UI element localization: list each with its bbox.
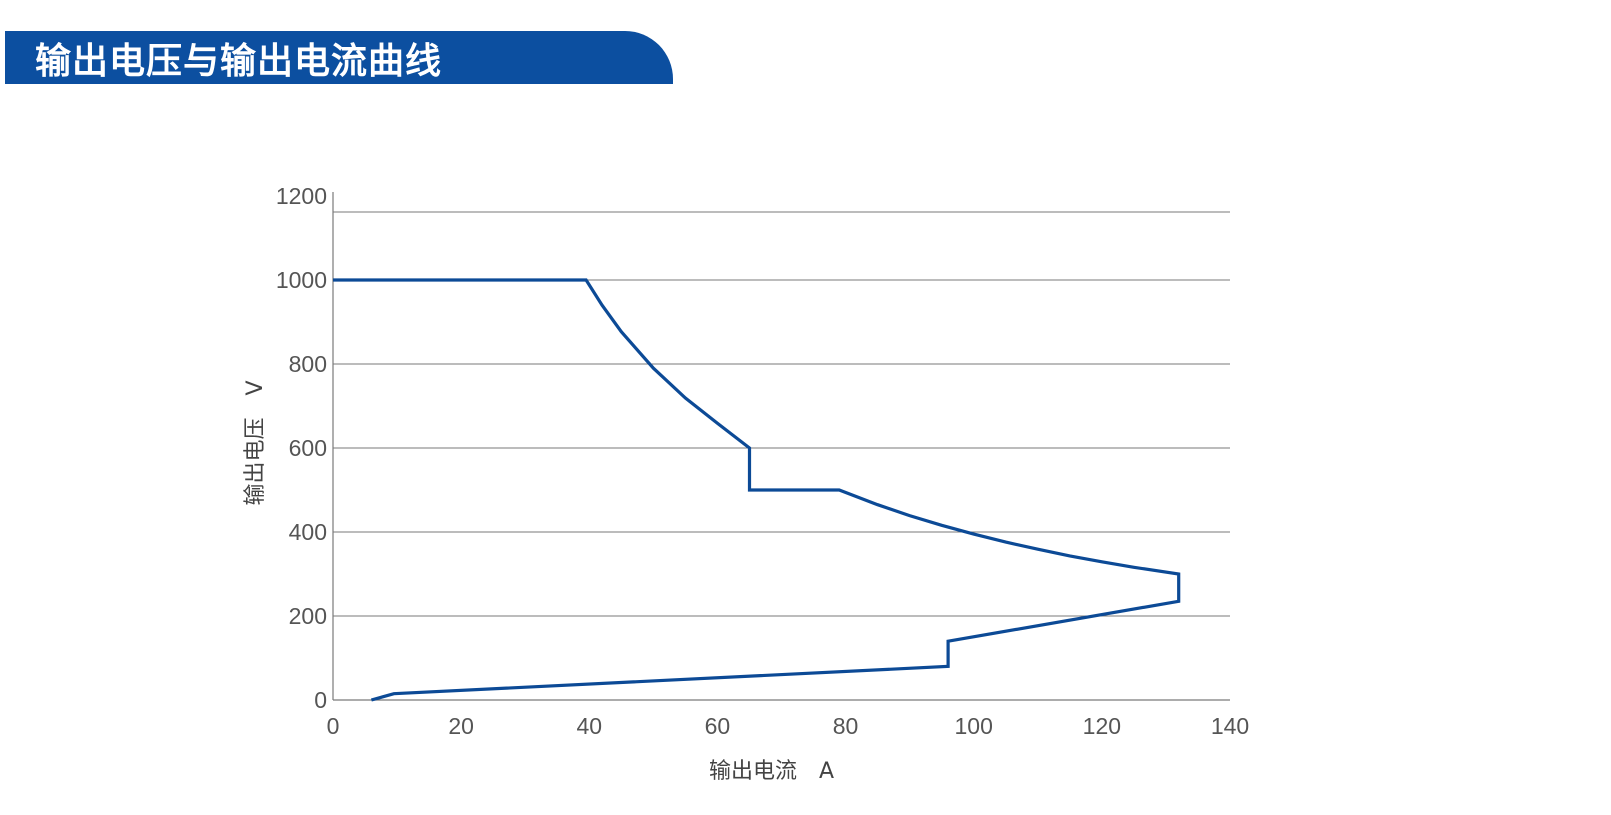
series-layer: [333, 278, 1181, 702]
y-tick-label-400: 400: [289, 519, 327, 545]
x-tick-labels: 0 20 40 60 80 100 120 140: [327, 713, 1250, 739]
y-tick-label-0: 0: [314, 687, 327, 713]
grid-layer: [333, 211, 1230, 617]
x-tick-label-20: 20: [448, 713, 474, 739]
axis-layer: [332, 192, 1230, 701]
y-tick-label-1200: 1200: [276, 183, 327, 209]
x-tick-label-140: 140: [1211, 713, 1249, 739]
x-tick-label-0: 0: [327, 713, 340, 739]
y-tick-label-1000: 1000: [276, 267, 327, 293]
x-tick-label-40: 40: [576, 713, 602, 739]
title-banner: 输出电压与输出电流曲线: [5, 31, 673, 84]
y-tick-label-600: 600: [289, 435, 327, 461]
x-tick-label-60: 60: [705, 713, 731, 739]
y-axis-title: 输出电压 V: [243, 380, 268, 505]
y-tick-label-200: 200: [289, 603, 327, 629]
x-tick-label-80: 80: [833, 713, 859, 739]
y-tick-labels: 0 200 400 600 800 1000 1200: [276, 183, 327, 713]
x-tick-label-120: 120: [1083, 713, 1121, 739]
x-tick-label-100: 100: [955, 713, 993, 739]
page-title: 输出电压与输出电流曲线: [35, 40, 443, 82]
series-line-0: [333, 278, 1181, 702]
x-axis-title: 输出电流 A: [709, 759, 834, 784]
y-tick-label-800: 800: [289, 351, 327, 377]
